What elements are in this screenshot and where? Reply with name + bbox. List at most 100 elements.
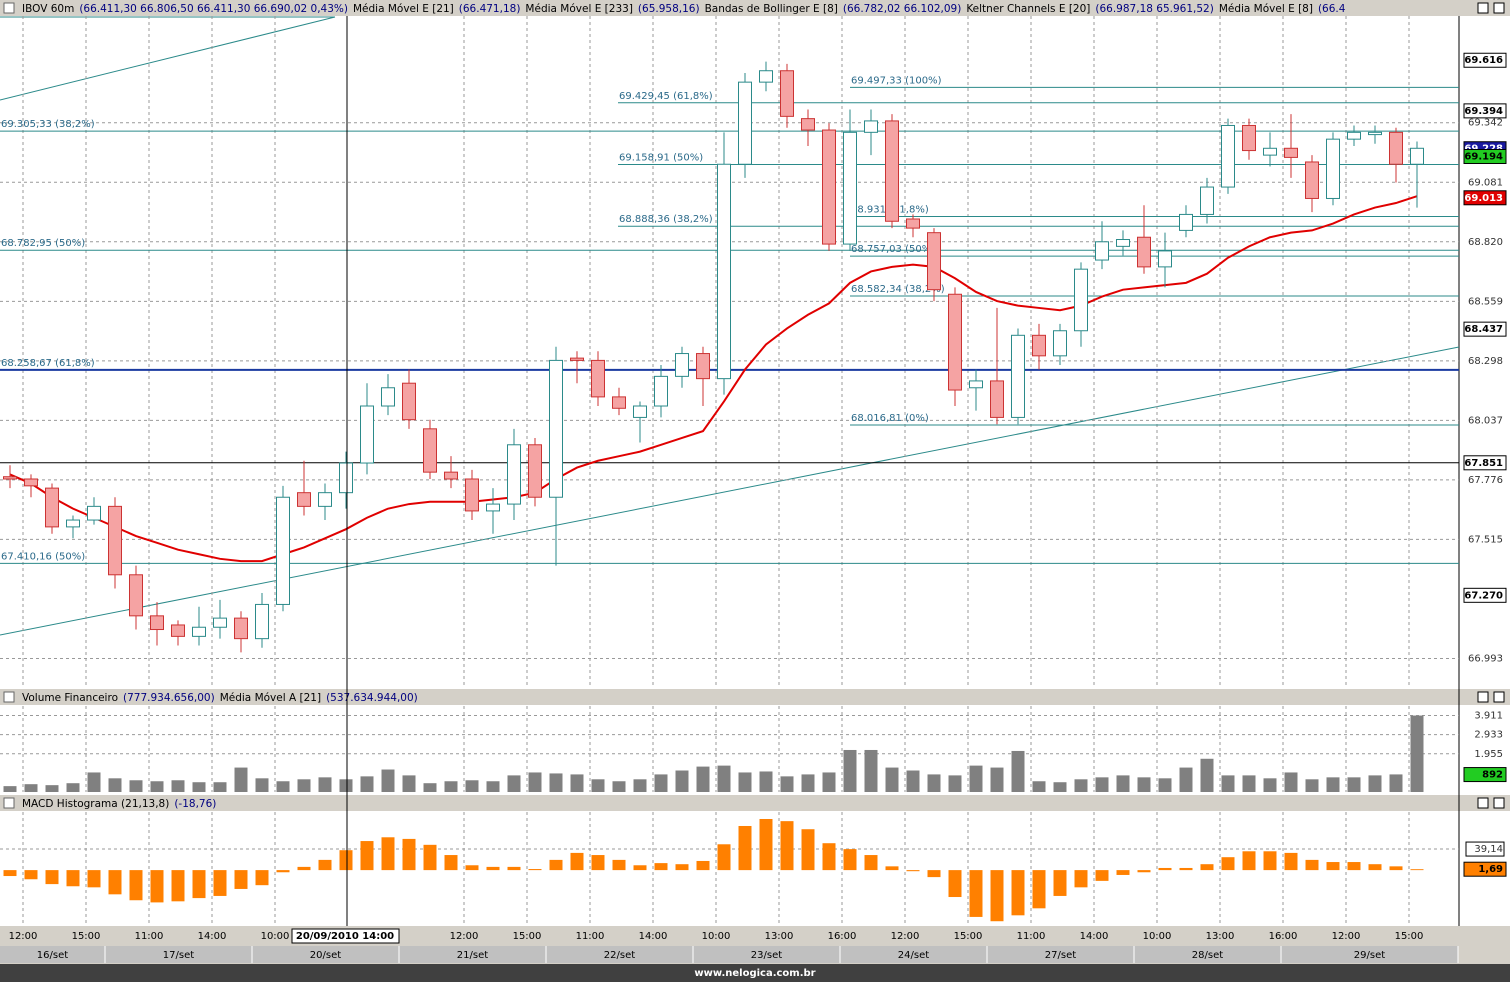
time-label: 10:00 <box>261 931 290 942</box>
volume-bar <box>465 780 479 792</box>
header-item: (-18,76) <box>174 798 216 810</box>
close-button[interactable] <box>1493 691 1505 703</box>
macd-bar <box>1116 870 1130 875</box>
day-label: 21/set <box>457 950 488 961</box>
macd-bar <box>759 818 773 871</box>
close-button[interactable] <box>1493 797 1505 809</box>
header-item: (66.782,02 66.102,09) <box>843 3 961 15</box>
day-label: 29/set <box>1354 950 1385 961</box>
volume-bar <box>444 781 458 792</box>
y-tick-label: 3.911 <box>1474 711 1503 722</box>
header-item: (777.934.656,00) <box>123 692 215 704</box>
candle-body <box>696 353 710 380</box>
candle-body <box>717 163 731 380</box>
volume-bar <box>3 786 17 792</box>
volume-bar <box>1221 775 1235 792</box>
volume-bar <box>612 781 626 792</box>
volume-bar <box>45 785 59 792</box>
candle-body <box>45 487 59 528</box>
candle-body <box>1368 131 1382 136</box>
candle-body <box>1137 236 1151 268</box>
day-label: 17/set <box>163 950 194 961</box>
candle-body <box>1326 138 1340 199</box>
macd-bar <box>612 859 626 871</box>
candle-body <box>801 118 815 131</box>
macd-bar <box>1368 864 1382 871</box>
time-label: 10:00 <box>702 931 731 942</box>
close-button[interactable] <box>1493 2 1505 14</box>
candle-body <box>1242 124 1256 152</box>
price-marker-label: 67.851 <box>1464 458 1503 469</box>
macd-bar <box>129 870 143 901</box>
volume-bar <box>423 783 437 792</box>
candle-body <box>948 293 962 391</box>
fibonacci-label: 68.582,34 (38,2%) <box>851 284 945 295</box>
candle-body <box>381 387 395 407</box>
volume-bar <box>738 772 752 792</box>
volume-bar <box>1242 775 1256 792</box>
volume-bar <box>801 774 815 792</box>
volume-bar <box>1179 767 1193 792</box>
maximize-button[interactable] <box>1477 2 1489 14</box>
fibonacci-label: 68.258,67 (61,8%) <box>1 358 95 369</box>
macd-bar <box>822 843 836 871</box>
macd-bar <box>1347 862 1361 871</box>
macd-bar <box>549 859 563 871</box>
time-label: 16:00 <box>828 931 857 942</box>
header-item: (66.4 <box>1318 3 1346 15</box>
macd-bar <box>1221 857 1235 871</box>
candle-body <box>675 353 689 377</box>
volume-bar <box>339 779 353 792</box>
day-label: 22/set <box>604 950 635 961</box>
header-item: Média Móvel A [21] <box>220 692 321 704</box>
volume-bar <box>297 779 311 792</box>
candle-body <box>822 129 836 245</box>
candle-body <box>108 505 122 576</box>
volume-bar <box>318 777 332 792</box>
macd-bar <box>1242 851 1256 871</box>
volume-bar <box>759 771 773 792</box>
time-label: 15:00 <box>954 931 983 942</box>
volume-bar <box>1263 778 1277 792</box>
volume-bar <box>1347 777 1361 792</box>
volume-bar <box>150 781 164 792</box>
price-marker-box <box>1463 587 1507 603</box>
header-item: (66.411,30 66.806,50 66.411,30 66.690,02… <box>79 3 348 15</box>
volume-bar <box>717 765 731 792</box>
volume-bar <box>1137 777 1151 792</box>
fibonacci-label: 68.757,03 (50%) <box>851 244 935 255</box>
macd-bar <box>633 865 647 871</box>
candle-body <box>780 70 794 117</box>
macd-bar <box>402 838 416 871</box>
candle-body <box>1263 147 1277 156</box>
price-marker-box <box>1463 52 1507 68</box>
header-item: Média Móvel E [21] <box>353 3 454 15</box>
y-tick-label: 66.993 <box>1468 653 1503 664</box>
y-tick-label: 69.081 <box>1468 177 1503 188</box>
maximize-button[interactable] <box>1477 797 1489 809</box>
maximize-button[interactable] <box>1477 691 1489 703</box>
candle-body <box>255 603 269 640</box>
day-label: 16/set <box>37 950 68 961</box>
macd-bar <box>570 852 584 871</box>
macd-bar <box>591 855 605 871</box>
macd-bar <box>1053 870 1067 896</box>
volume-bar <box>1011 750 1025 792</box>
macd-bar <box>654 863 668 871</box>
candle-body <box>969 380 983 389</box>
time-label: 15:00 <box>513 931 542 942</box>
candle-body <box>738 81 752 165</box>
cursor-label: 20/09/2010 14:00 <box>296 931 394 942</box>
candle-body <box>612 396 626 409</box>
candle-body <box>297 492 311 507</box>
price-marker-box <box>1463 455 1507 471</box>
volume-bar <box>486 781 500 792</box>
fibonacci-label: 68.888,36 (38,2%) <box>619 214 713 225</box>
volume-bar <box>1158 778 1172 792</box>
volume-bar <box>381 769 395 792</box>
macd-bar <box>3 870 17 877</box>
macd-bar <box>801 829 815 871</box>
y-tick-label: 68.820 <box>1468 237 1503 248</box>
candle-body <box>402 382 416 421</box>
